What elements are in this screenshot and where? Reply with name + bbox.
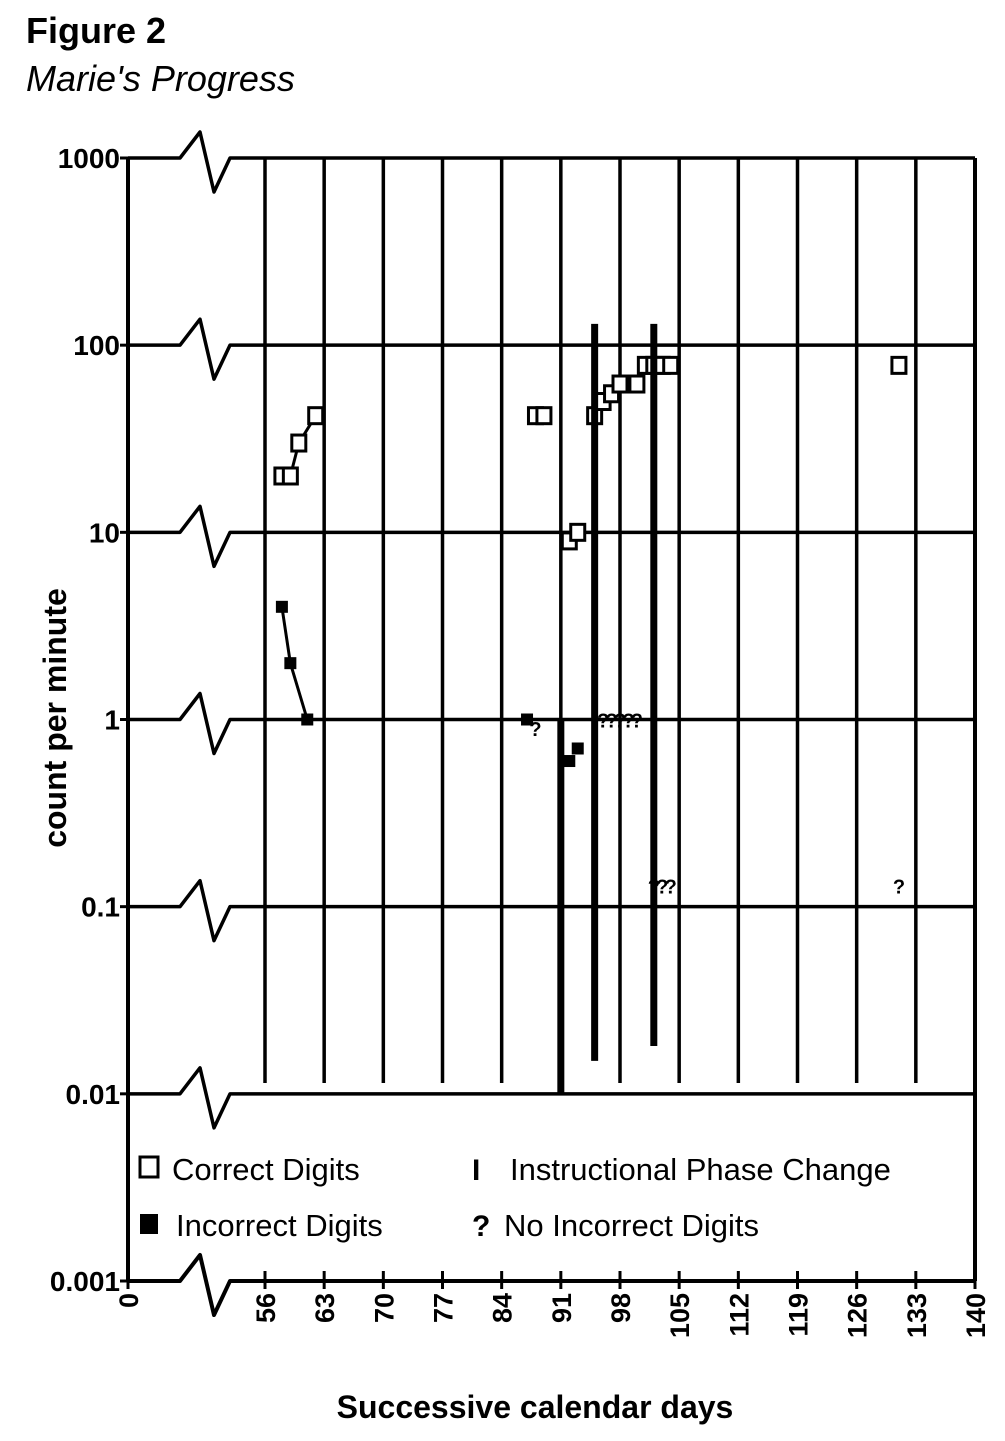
x-tick-label: 98 — [606, 1293, 636, 1323]
y-tick-label: 0.1 — [81, 892, 120, 923]
no-incorrect-point: ? — [622, 711, 634, 733]
x-tick-label: 63 — [310, 1293, 340, 1323]
correct-digit-point — [662, 355, 680, 375]
legend-correct-marker — [138, 1155, 160, 1179]
plot-frame — [126, 158, 977, 1317]
y-tick-label: 0.01 — [66, 1079, 121, 1110]
legend-none-label: No Incorrect Digits — [504, 1208, 759, 1243]
no-incorrect-point: ? — [665, 876, 677, 898]
no-incorrect-point: ? — [614, 711, 626, 733]
correct-digit-point — [628, 374, 646, 394]
figure-subtitle: Marie's Progress — [26, 58, 295, 99]
no-incorrect-point: ? — [529, 719, 541, 741]
x-tick-label: 84 — [488, 1293, 518, 1323]
incorrect-digit-point — [571, 742, 584, 755]
legend-phase-marker: I — [472, 1154, 480, 1187]
legend-incorrect-marker — [140, 1214, 158, 1234]
x-tick-label: 133 — [902, 1293, 932, 1338]
y-tick-label: 1000 — [58, 143, 120, 174]
x-tick-label: 70 — [369, 1293, 399, 1323]
correct-digit-point — [307, 406, 325, 426]
legend-none-marker: ? — [472, 1210, 490, 1243]
x-tick-label: 126 — [843, 1293, 873, 1338]
grid — [128, 130, 975, 1130]
correct-digit-point — [281, 466, 299, 486]
correct-digit-point — [569, 522, 587, 542]
correct-digit-point — [890, 355, 908, 375]
x-tick-label: 140 — [961, 1293, 991, 1338]
grid-line-y — [128, 317, 975, 381]
incorrect-digit-point — [521, 713, 534, 726]
no-incorrect-point: ? — [893, 876, 905, 898]
x-tick-label: 77 — [429, 1293, 459, 1323]
grid-line-y — [128, 1066, 975, 1130]
incorrect-digit-point — [563, 755, 576, 768]
x-tick-label: 91 — [547, 1293, 577, 1323]
legend: Correct Digits I Instructional Phase Cha… — [138, 1152, 891, 1243]
incorrect-digit-point — [301, 713, 314, 726]
x-tick-label: 119 — [784, 1293, 814, 1337]
correct-digit-point — [290, 433, 308, 453]
x-tick-label: 0 — [114, 1293, 144, 1308]
figure-title: Figure 2 — [26, 10, 167, 51]
incorrect-digit-point — [284, 657, 297, 670]
y-tick-label: 1 — [104, 705, 120, 736]
x-axis-label: Successive calendar days — [337, 1389, 734, 1425]
legend-phase-label: Instructional Phase Change — [510, 1152, 891, 1187]
x-tick-label: 112 — [724, 1293, 754, 1337]
grid-line-y — [128, 878, 975, 943]
legend-incorrect-label: Incorrect Digits — [176, 1208, 383, 1243]
y-axis-label: count per minute — [37, 588, 73, 848]
grid-line-y — [128, 504, 975, 569]
x-axis-line — [128, 1253, 975, 1317]
grid-line-y — [128, 691, 975, 756]
y-tick-label: 10 — [89, 517, 120, 548]
no-incorrect-point: ? — [605, 711, 617, 733]
correct-digit-point — [611, 374, 629, 394]
legend-correct-label: Correct Digits — [172, 1152, 360, 1187]
no-incorrect-point: ? — [631, 711, 643, 733]
x-tick-label: 56 — [251, 1293, 281, 1323]
no-incorrect-point: ? — [656, 876, 668, 898]
data-layer: ?????????? — [273, 323, 908, 1094]
x-tick-label: 105 — [665, 1293, 695, 1338]
no-incorrect-point: ? — [597, 711, 609, 733]
y-tick-label: 100 — [73, 330, 120, 361]
grid-line-y — [128, 130, 975, 194]
y-tick-label: 0.001 — [50, 1266, 120, 1297]
correct-digit-point — [535, 406, 553, 426]
incorrect-digit-point — [275, 600, 288, 613]
